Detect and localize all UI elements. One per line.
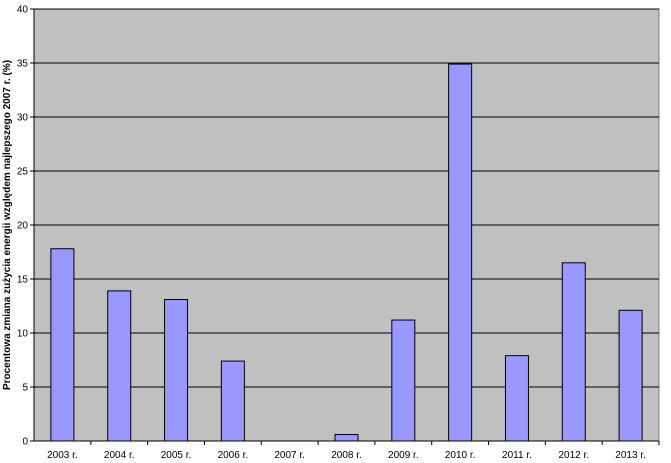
bar-10 bbox=[561, 262, 586, 442]
bar-1 bbox=[50, 248, 75, 442]
x-tick-label: 2010 r. bbox=[445, 450, 476, 461]
bar-3 bbox=[164, 299, 189, 442]
x-tick-label: 2012 r. bbox=[558, 450, 589, 461]
bars bbox=[50, 63, 643, 442]
x-tick-labels: 2003 r. 2004 r. 2005 r. 2006 r. 2007 r. 2008 … bbox=[47, 441, 660, 461]
x-tick-label: 2007 r. bbox=[274, 450, 305, 461]
y-tick-labels: 0 5 10 15 20 25 30 35 40 bbox=[17, 5, 34, 448]
y-tick-label: 20 bbox=[17, 221, 29, 232]
bar-11 bbox=[618, 309, 643, 442]
x-tick-label: 2013 r. bbox=[615, 450, 646, 461]
x-tick-label: 2004 r. bbox=[104, 450, 135, 461]
y-tick-label: 5 bbox=[22, 383, 28, 394]
y-tick-label: 35 bbox=[17, 59, 29, 70]
bar-6 bbox=[334, 434, 359, 442]
bar-9 bbox=[504, 355, 529, 442]
x-tick-label: 2008 r. bbox=[331, 450, 362, 461]
bar-7 bbox=[391, 319, 416, 442]
gridlines bbox=[34, 8, 659, 388]
x-tick-label: 2006 r. bbox=[218, 450, 249, 461]
y-axis-label: Procentowa zmiana zużycia energii względ… bbox=[2, 60, 13, 390]
y-tick-label: 30 bbox=[17, 113, 29, 124]
x-tick-label: 2003 r. bbox=[47, 450, 78, 461]
y-tick-label: 40 bbox=[17, 5, 29, 16]
x-tick-label: 2011 r. bbox=[502, 450, 532, 461]
bar-8 bbox=[448, 63, 473, 442]
bar-4 bbox=[220, 360, 245, 442]
y-tick-label: 0 bbox=[22, 437, 28, 448]
y-tick-label: 10 bbox=[17, 329, 29, 340]
bar-2 bbox=[107, 290, 132, 442]
y-tick-label: 25 bbox=[17, 167, 29, 178]
y-tick-label: 15 bbox=[17, 275, 29, 286]
x-tick-label: 2009 r. bbox=[388, 450, 419, 461]
x-tick-label: 2005 r. bbox=[161, 450, 192, 461]
